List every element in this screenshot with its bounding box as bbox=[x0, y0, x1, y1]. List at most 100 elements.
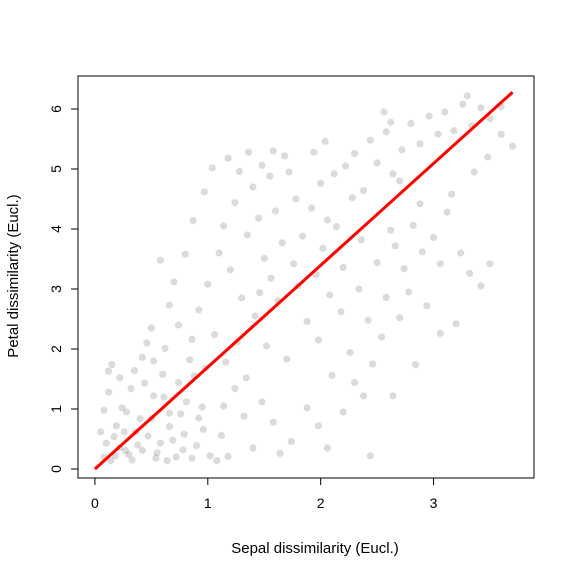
y-tick-label: 1 bbox=[48, 405, 64, 413]
data-point bbox=[182, 398, 190, 406]
data-point bbox=[153, 449, 161, 457]
data-point bbox=[484, 153, 492, 161]
data-point bbox=[100, 406, 108, 414]
data-point bbox=[195, 414, 203, 422]
data-point bbox=[156, 256, 164, 264]
data-point bbox=[143, 339, 151, 347]
regression-line bbox=[93, 91, 514, 471]
data-point bbox=[238, 294, 246, 302]
y-tick-label: 3 bbox=[48, 285, 64, 293]
data-point bbox=[364, 316, 372, 324]
data-point bbox=[188, 335, 196, 343]
data-point bbox=[138, 446, 146, 454]
data-point bbox=[189, 217, 197, 225]
data-point bbox=[355, 285, 363, 293]
data-point bbox=[174, 321, 183, 329]
data-point bbox=[280, 152, 289, 160]
data-point bbox=[269, 147, 277, 155]
data-point bbox=[416, 200, 424, 208]
data-point bbox=[222, 358, 230, 366]
data-point bbox=[249, 183, 257, 191]
data-point bbox=[303, 404, 311, 412]
data-point bbox=[147, 324, 155, 332]
data-point bbox=[357, 236, 365, 244]
data-point bbox=[350, 149, 359, 157]
data-point bbox=[217, 431, 225, 439]
data-point bbox=[350, 379, 359, 387]
data-point bbox=[486, 260, 494, 268]
data-point bbox=[423, 302, 431, 310]
data-point bbox=[195, 306, 203, 314]
data-point bbox=[102, 439, 110, 447]
data-point bbox=[140, 379, 149, 387]
data-point bbox=[242, 374, 250, 382]
data-point bbox=[120, 428, 128, 436]
data-point bbox=[448, 190, 456, 198]
data-point bbox=[165, 409, 174, 417]
data-point bbox=[249, 444, 257, 452]
data-point bbox=[348, 194, 356, 202]
data-point bbox=[240, 412, 248, 420]
data-point bbox=[226, 266, 234, 274]
data-point bbox=[172, 453, 180, 461]
data-point bbox=[104, 367, 113, 375]
data-point bbox=[266, 172, 274, 180]
data-point bbox=[434, 130, 442, 138]
data-point bbox=[213, 457, 221, 465]
data-point bbox=[243, 231, 251, 239]
data-point bbox=[477, 282, 485, 290]
data-point bbox=[378, 333, 386, 341]
data-point bbox=[200, 188, 209, 196]
data-point bbox=[339, 408, 347, 416]
data-point bbox=[326, 291, 334, 299]
data-point bbox=[188, 454, 196, 462]
data-point bbox=[398, 146, 406, 154]
x-tick-label: 1 bbox=[204, 495, 212, 511]
data-point bbox=[208, 164, 216, 172]
data-point bbox=[373, 159, 381, 167]
data-point bbox=[387, 226, 395, 234]
data-point bbox=[373, 259, 381, 267]
data-point bbox=[497, 130, 505, 138]
data-point bbox=[121, 446, 130, 454]
data-point bbox=[323, 444, 332, 452]
data-point bbox=[210, 331, 219, 339]
data-point bbox=[244, 148, 253, 156]
data-point bbox=[328, 371, 336, 379]
data-point bbox=[118, 404, 126, 412]
fit-line-layer bbox=[93, 91, 514, 471]
data-point bbox=[224, 154, 232, 162]
data-point bbox=[463, 92, 472, 100]
data-point bbox=[396, 177, 404, 185]
data-point bbox=[341, 162, 350, 170]
data-point bbox=[452, 320, 460, 328]
data-point bbox=[418, 248, 426, 256]
y-axis: 0 1 2 3 4 5 6 bbox=[48, 105, 79, 473]
y-tick-label: 0 bbox=[48, 465, 64, 473]
data-point bbox=[130, 367, 139, 375]
data-point bbox=[486, 115, 494, 123]
data-point bbox=[174, 379, 183, 387]
data-point bbox=[411, 361, 420, 369]
data-point bbox=[389, 392, 397, 400]
data-point bbox=[409, 221, 417, 229]
data-point bbox=[337, 308, 345, 316]
data-point bbox=[112, 422, 120, 430]
data-point bbox=[391, 242, 399, 250]
data-point bbox=[186, 356, 194, 364]
data-point bbox=[258, 398, 266, 406]
data-point bbox=[389, 170, 397, 178]
data-point bbox=[258, 161, 266, 169]
data-point bbox=[160, 393, 168, 401]
data-point bbox=[314, 336, 323, 344]
y-tick-label: 4 bbox=[48, 225, 64, 233]
data-point bbox=[198, 403, 206, 411]
data-point bbox=[136, 415, 144, 423]
data-point bbox=[254, 214, 263, 222]
data-point bbox=[165, 422, 174, 430]
data-point bbox=[477, 104, 485, 112]
data-point bbox=[317, 179, 325, 187]
data-point bbox=[276, 449, 284, 457]
